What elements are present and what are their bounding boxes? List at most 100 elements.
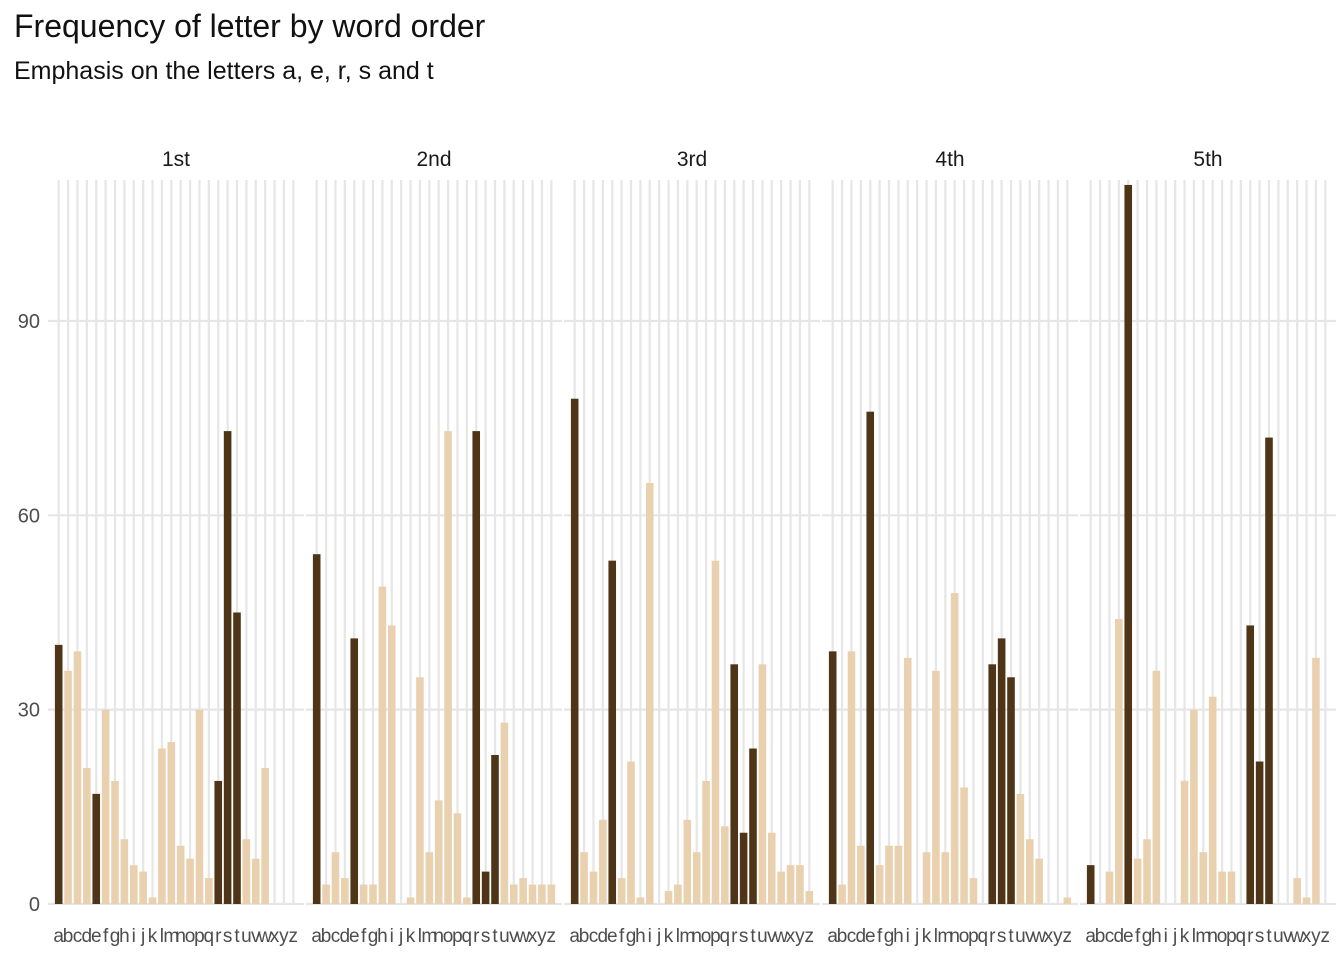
x-tick-label: l: [676, 926, 680, 947]
bar-4th-n: [950, 593, 959, 904]
bar-5th-t: [1265, 437, 1273, 904]
bar-2nd-d: [341, 878, 349, 904]
bar-4th-z: [1063, 897, 1072, 904]
bar-5th-x: [1302, 897, 1311, 904]
bar-3rd-c: [589, 871, 598, 904]
x-tick-label: v: [251, 926, 261, 947]
x-tick-label: n: [1207, 926, 1218, 947]
bar-2nd-b: [322, 884, 330, 904]
bar-2nd-f: [359, 884, 368, 904]
x-tick-label: h: [1151, 926, 1162, 947]
bar-3rd-w: [777, 871, 785, 904]
bar-2nd-l: [416, 677, 424, 904]
x-tick-label: k: [406, 926, 416, 947]
x-tick-label: t: [750, 926, 756, 947]
bar-2nd-e: [350, 638, 359, 904]
x-tick-label: d: [1114, 926, 1125, 947]
chart-title: Frequency of letter by word order: [14, 8, 486, 44]
bar-4th-r: [988, 664, 997, 904]
facet-label: 5th: [1193, 148, 1222, 171]
x-tick-label: q: [204, 926, 215, 947]
x-tick-label: d: [598, 926, 609, 947]
bar-5th-s: [1255, 761, 1264, 904]
bar-2nd-h: [378, 586, 387, 904]
bar-4th-m: [941, 852, 950, 904]
x-tick-label: f: [1135, 926, 1141, 947]
x-tick-label: e: [1123, 926, 1134, 947]
bar-4th-f: [875, 865, 884, 904]
x-tick-label: i: [390, 926, 394, 947]
x-tick-label: k: [664, 926, 674, 947]
x-tick-label: h: [119, 926, 130, 947]
bar-4th-p: [969, 878, 978, 904]
x-tick-label: e: [349, 926, 360, 947]
bar-2nd-t: [491, 755, 499, 904]
x-tick-label: z: [547, 926, 557, 947]
x-tick-label: y: [537, 926, 547, 947]
bar-1st-p: [195, 709, 204, 904]
bar-5th-e: [1124, 184, 1133, 904]
x-tick-label: m: [421, 926, 437, 947]
x-tick-label: u: [757, 926, 768, 947]
bar-4th-k: [922, 852, 931, 904]
x-tick-label: p: [968, 926, 979, 947]
x-tick-label: a: [1085, 926, 1096, 947]
chart-subtitle: Emphasis on the letters a, e, r, s and t: [14, 57, 434, 85]
x-tick-label: w: [1289, 926, 1304, 947]
x-tick-label: f: [619, 926, 625, 947]
x-tick-label: t: [492, 926, 498, 947]
x-tick-label: d: [82, 926, 93, 947]
x-tick-label: f: [103, 926, 109, 947]
bar-4th-s: [997, 638, 1006, 904]
bar-5th-r: [1246, 625, 1255, 904]
x-tick-label: s: [481, 926, 491, 947]
x-tick-label: o: [1217, 926, 1228, 947]
x-tick-label: m: [1195, 926, 1211, 947]
x-tick-label: s: [223, 926, 233, 947]
bar-1st-k: [148, 897, 157, 904]
x-tick-label: x: [1302, 926, 1312, 947]
bar-5th-o: [1218, 871, 1226, 904]
x-tick-label: g: [884, 926, 895, 947]
bar-1st-n: [176, 845, 185, 904]
bar-1st-u: [242, 839, 251, 904]
bar-1st-t: [233, 612, 241, 904]
bar-4th-w: [1035, 858, 1043, 904]
bar-1st-h: [120, 839, 129, 904]
y-axis: 0 30 60 90: [18, 311, 40, 916]
x-tick-label: g: [626, 926, 637, 947]
bar-3rd-u: [758, 664, 767, 904]
x-tick-label: p: [452, 926, 463, 947]
x-tick-label: y: [1053, 926, 1063, 947]
bar-5th-f: [1133, 858, 1142, 904]
bar-2nd-w: [519, 878, 527, 904]
x-tick-label: l: [1192, 926, 1196, 947]
bar-2nd-v: [509, 884, 518, 904]
x-tick-label: u: [241, 926, 252, 947]
bar-3rd-k: [664, 891, 673, 904]
bar-3rd-f: [617, 878, 626, 904]
x-tick-label: n: [691, 926, 702, 947]
bar-1st-d: [83, 767, 91, 904]
x-tick-label: s: [1255, 926, 1265, 947]
x-tick-label: w: [257, 926, 272, 947]
x-tick-label: r: [989, 926, 996, 947]
x-tick-label: a: [569, 926, 580, 947]
bar-5th-c: [1105, 871, 1114, 904]
bar-5th-d: [1115, 618, 1123, 904]
x-tick-label: q: [462, 926, 473, 947]
x-tick-label: w: [773, 926, 788, 947]
bar-2nd-p: [453, 813, 462, 904]
bar-5th-a: [1086, 865, 1095, 904]
bar-4th-o: [960, 787, 968, 904]
x-tick-label: s: [739, 926, 749, 947]
bar-4th-i: [903, 657, 912, 904]
x-tick-label: l: [160, 926, 164, 947]
x-tick-label: v: [1025, 926, 1035, 947]
x-tick-label: r: [473, 926, 480, 947]
x-tick-label: j: [140, 926, 145, 947]
